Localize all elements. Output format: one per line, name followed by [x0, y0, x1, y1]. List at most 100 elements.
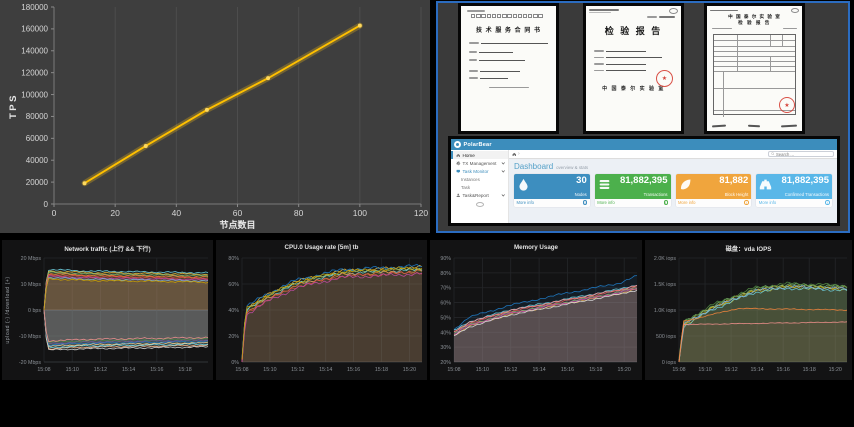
svg-text:15:16: 15:16 [561, 367, 574, 373]
leaf-icon [680, 178, 691, 189]
card-more-info-link[interactable]: More info i [594, 198, 671, 207]
svg-text:20 Mbps: 20 Mbps [21, 256, 42, 262]
svg-text:80000: 80000 [26, 112, 49, 121]
document-contract: 技 术 服 务 合 同 书 [458, 3, 559, 134]
sidebar-item-tx-management[interactable]: TX Management [451, 159, 508, 167]
stat-value: 81,882,395 [619, 175, 668, 186]
stat-label: Block Height [724, 191, 749, 197]
svg-text:15:18: 15:18 [178, 367, 191, 373]
svg-text:15:08: 15:08 [447, 367, 460, 373]
svg-text:40%: 40% [440, 330, 451, 336]
svg-text:40000: 40000 [26, 156, 49, 165]
svg-text:15:10: 15:10 [476, 367, 489, 373]
grafana-panel-network-traffic: Network traffic (上行 && 下行) 20 Mbps 10 Mbps… [2, 240, 213, 380]
svg-text:10 Mbps: 10 Mbps [21, 282, 42, 288]
red-seal: ★ [656, 70, 673, 87]
grafana-panel-memory-usage: Memory Usage 90% 80% 70% 60% 50% 40% 30% 20% 15:0… [430, 240, 642, 380]
chevron-down-icon [501, 162, 505, 165]
svg-text:15:20: 15:20 [829, 367, 842, 373]
svg-text:50%: 50% [440, 315, 451, 321]
lab-logo [669, 8, 678, 14]
svg-text:0 iops: 0 iops [662, 360, 676, 366]
stat-card-confirmed-transactions: 81,882,395 Confirmed Transactions More inf… [756, 173, 832, 207]
sidebar-item-task-report[interactable]: Task&Report [451, 191, 508, 199]
svg-text:节点数目: 节点数目 [219, 219, 255, 230]
svg-text:15:08: 15:08 [672, 367, 685, 373]
document-inspection-report: 检 验 报 告 ★ 中 国 泰 尔 实 验 室 [583, 3, 684, 134]
gear-icon [456, 161, 461, 166]
svg-text:15:14: 15:14 [532, 367, 545, 373]
svg-text:TPS: TPS [8, 93, 19, 119]
red-seal: ★ [779, 97, 795, 113]
panel-title[interactable]: 磁盘：vda IOPS [725, 245, 772, 253]
svg-text:15:14: 15:14 [122, 367, 135, 373]
breadcrumb-strip: › [509, 150, 837, 159]
stat-label: Nodes [574, 191, 587, 197]
sidebar-item-home[interactable]: Home [451, 151, 508, 160]
document-report-table: 中 国 泰 尔 实 验 室 检 验 报 告 ★ [704, 3, 805, 134]
svg-text:15:18: 15:18 [589, 367, 602, 373]
search-input[interactable] [776, 151, 831, 157]
svg-text:15:12: 15:12 [504, 367, 517, 373]
stat-cards-row: 30 Nodes More info i 81,882,395 Transactions M… [509, 173, 837, 208]
network-traffic-chart: 20 Mbps 10 Mbps 0 bps -10 Mbps -20 Mbps15:08… [5, 256, 209, 373]
sidebar-nav: Home TX Management Task Monitor Instances Ta… [451, 150, 509, 223]
dashboard-navbar: PolarBear [451, 139, 837, 150]
chevron-down-icon [501, 170, 505, 174]
svg-text:15:12: 15:12 [724, 367, 737, 373]
lab-name: 中 国 泰 尔 实 验 室 [602, 86, 665, 93]
panel-title[interactable]: Memory Usage [513, 243, 559, 251]
sidebar-collapse-toggle[interactable] [475, 201, 484, 207]
svg-text:0%: 0% [231, 360, 239, 366]
info-circle-icon: i [825, 200, 830, 205]
panel-title[interactable]: Network traffic (上行 && 下行) [64, 245, 151, 253]
memory-usage-chart: 90% 80% 70% 60% 50% 40% 30% 20%15:08 15:10 15:12 1… [440, 256, 638, 373]
breadcrumb[interactable]: › [512, 151, 520, 157]
svg-text:60: 60 [233, 208, 243, 218]
svg-text:15:20: 15:20 [403, 367, 416, 373]
sidebar-subitem-instances[interactable]: Instances [461, 176, 480, 182]
search-icon [771, 152, 775, 156]
polarbear-dashboard: PolarBear Home TX Management Task Monitor I… [448, 136, 840, 226]
card-more-info-link[interactable]: More info i [514, 198, 590, 207]
svg-text:1.0K iops: 1.0K iops [654, 308, 676, 314]
svg-text:60%: 60% [228, 282, 239, 288]
form-number-boxes [471, 13, 546, 18]
sidebar-item-task-monitor[interactable]: Task Monitor [451, 167, 508, 175]
report-table-title2: 检 验 报 告 [738, 20, 771, 25]
stat-label: Confirmed Transactions [784, 191, 829, 197]
user-icon [456, 193, 460, 197]
contract-title: 技 术 服 务 合 同 书 [475, 27, 541, 34]
svg-text:60000: 60000 [26, 134, 49, 143]
svg-text:20%: 20% [228, 334, 239, 340]
svg-text:2.0K iops: 2.0K iops [654, 256, 676, 262]
svg-text:20%: 20% [440, 360, 451, 366]
svg-text:15:10: 15:10 [66, 367, 79, 373]
stat-card-transactions: 81,882,395 Transactions More info i [594, 173, 671, 207]
svg-text:1.5K iops: 1.5K iops [654, 282, 676, 288]
dashboard-content: › Dashboard overview & stats 30NodesMore… [509, 150, 837, 223]
card-more-info-link[interactable]: More info i [756, 198, 832, 207]
panel-title[interactable]: CPU.0 Usage rate [5m] tb [284, 243, 359, 251]
sidebar-subitem-task[interactable]: Task [461, 184, 471, 190]
svg-text:500 iops: 500 iops [656, 334, 676, 340]
report-title: 检 验 报 告 [604, 25, 663, 36]
tps-line-chart-panel: 0 20000 40000 60000 80000 100000 120000 140000 1… [0, 0, 430, 233]
svg-text:upload (-) /download (+): upload (-) /download (+) [5, 276, 11, 343]
blue-frame: 技 术 服 务 合 同 书 检 验 报 告 ★ [436, 1, 850, 233]
card-more-info-link[interactable]: More info i [675, 198, 752, 207]
svg-text:15:20: 15:20 [618, 367, 631, 373]
svg-text:160000: 160000 [21, 25, 48, 34]
svg-text:15:16: 15:16 [347, 367, 360, 373]
svg-text:140000: 140000 [21, 47, 48, 56]
chevron-down-icon [501, 194, 505, 197]
disk-iops-chart: 2.0K iops 1.5K iops 1.0K iops 500 iops 0 iop… [654, 256, 848, 373]
svg-text:15:18: 15:18 [803, 367, 816, 373]
stat-value: 30 [576, 175, 587, 186]
stat-label: Transactions [643, 191, 668, 197]
droplet-icon [519, 178, 528, 191]
svg-text:15:18: 15:18 [375, 367, 388, 373]
svg-text:15:08: 15:08 [235, 367, 248, 373]
svg-text:40: 40 [172, 208, 182, 218]
